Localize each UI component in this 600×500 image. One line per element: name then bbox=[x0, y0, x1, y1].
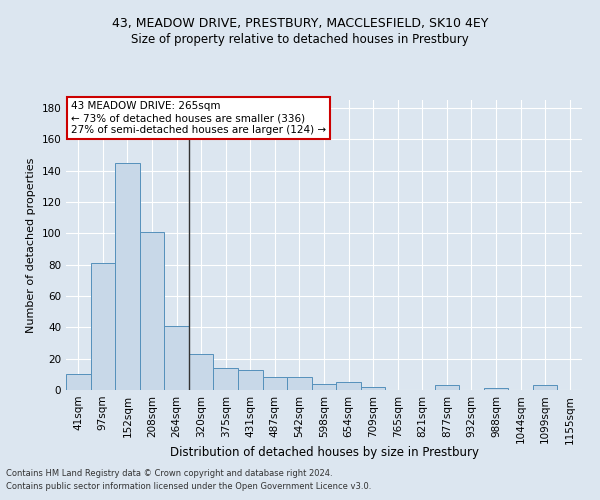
Bar bbox=[533, 386, 557, 390]
Bar bbox=[140, 232, 164, 390]
Bar bbox=[238, 370, 263, 390]
Bar bbox=[214, 368, 238, 390]
Text: Contains public sector information licensed under the Open Government Licence v3: Contains public sector information licen… bbox=[6, 482, 371, 491]
Bar bbox=[164, 326, 189, 390]
Text: Contains HM Land Registry data © Crown copyright and database right 2024.: Contains HM Land Registry data © Crown c… bbox=[6, 468, 332, 477]
Bar bbox=[91, 263, 115, 390]
Bar bbox=[484, 388, 508, 390]
Text: Size of property relative to detached houses in Prestbury: Size of property relative to detached ho… bbox=[131, 32, 469, 46]
Bar bbox=[189, 354, 214, 390]
Bar bbox=[66, 374, 91, 390]
Bar bbox=[263, 378, 287, 390]
Bar bbox=[312, 384, 336, 390]
Bar bbox=[434, 386, 459, 390]
Text: 43, MEADOW DRIVE, PRESTBURY, MACCLESFIELD, SK10 4EY: 43, MEADOW DRIVE, PRESTBURY, MACCLESFIEL… bbox=[112, 18, 488, 30]
Bar bbox=[115, 162, 140, 390]
Y-axis label: Number of detached properties: Number of detached properties bbox=[26, 158, 36, 332]
Text: Distribution of detached houses by size in Prestbury: Distribution of detached houses by size … bbox=[170, 446, 479, 459]
Text: 43 MEADOW DRIVE: 265sqm
← 73% of detached houses are smaller (336)
27% of semi-d: 43 MEADOW DRIVE: 265sqm ← 73% of detache… bbox=[71, 102, 326, 134]
Bar bbox=[336, 382, 361, 390]
Bar bbox=[361, 387, 385, 390]
Bar bbox=[287, 378, 312, 390]
